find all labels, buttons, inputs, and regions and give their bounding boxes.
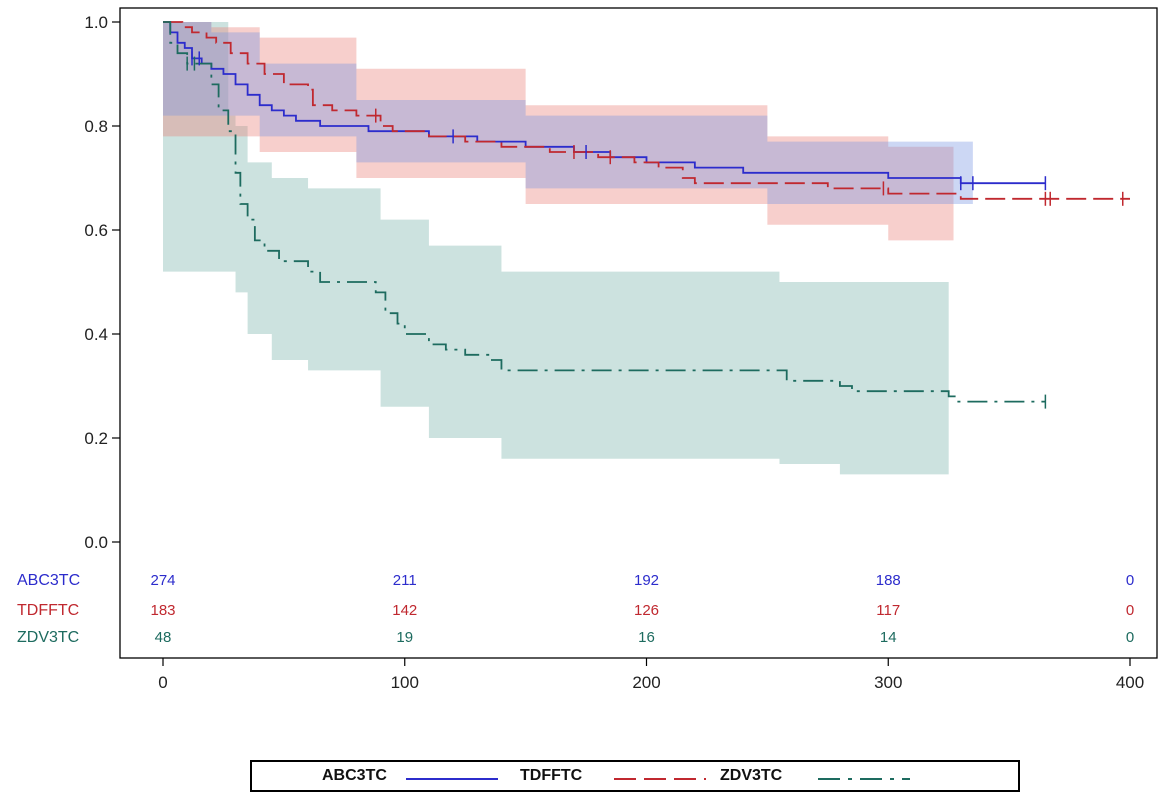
ci-band-tdfftc <box>163 22 954 246</box>
curve-zdv3tc <box>163 21 1046 403</box>
at-risk-value: 0 <box>1126 602 1134 619</box>
at-risk-value: 274 <box>150 572 175 589</box>
km-plot: 0.0 0.2 0.4 0.6 0.8 1.0 0 100 200 300 400 ABC3TC 2… <box>17 7 1158 692</box>
at-risk-label-zdv3tc: ZDV3TC <box>17 629 79 646</box>
x-tick-label: 300 <box>874 673 902 692</box>
at-risk-value: 183 <box>150 602 175 619</box>
at-risk-value: 142 <box>392 602 417 619</box>
x-tick-label: 400 <box>1116 673 1144 692</box>
at-risk-value: 211 <box>393 572 417 589</box>
y-tick-label: 1.0 <box>84 13 108 32</box>
ci-band-zdv3tc <box>163 22 949 475</box>
x-tick-label: 100 <box>391 673 419 692</box>
x-axis: 0 100 200 300 400 <box>158 658 1144 692</box>
at-risk-label-abc3tc: ABC3TC <box>17 572 80 589</box>
y-tick-label: 0.4 <box>84 325 108 344</box>
y-tick-label: 0.2 <box>84 429 108 448</box>
at-risk-value: 117 <box>876 602 900 619</box>
y-tick-label: 0.0 <box>84 533 108 552</box>
survival-curves <box>163 21 1130 403</box>
legend: ABC3TC TDFFTC ZDV3TC <box>250 760 1020 792</box>
at-risk-value: 126 <box>634 602 659 619</box>
curve-tdfftc <box>163 21 1130 200</box>
legend-swatch-dashed <box>614 778 706 780</box>
plot-frame <box>119 7 1158 659</box>
legend-label: ZDV3TC <box>720 767 783 784</box>
ci-band-abc3tc <box>163 22 973 215</box>
censor-marks <box>186 51 1124 409</box>
legend-swatch-dashdot <box>818 778 910 780</box>
at-risk-value: 14 <box>880 629 897 646</box>
at-risk-value: 16 <box>638 629 655 646</box>
at-risk-value: 0 <box>1126 629 1134 646</box>
at-risk-value: 19 <box>396 629 413 646</box>
at-risk-value: 0 <box>1126 572 1134 589</box>
at-risk-label-tdfftc: TDFFTC <box>17 602 79 619</box>
x-tick-label: 0 <box>158 673 167 692</box>
x-tick-label: 200 <box>632 673 660 692</box>
at-risk-value: 188 <box>876 572 901 589</box>
curve-abc3tc <box>163 21 1046 185</box>
legend-label: TDFFTC <box>520 767 583 784</box>
at-risk-value: 48 <box>155 629 172 646</box>
y-tick-label: 0.6 <box>84 221 108 240</box>
legend-swatch-solid <box>406 778 498 780</box>
at-risk-value: 192 <box>634 572 659 589</box>
legend-label: ABC3TC <box>322 767 387 784</box>
y-tick-label: 0.8 <box>84 117 108 136</box>
y-axis: 0.0 0.2 0.4 0.6 0.8 1.0 <box>84 13 120 552</box>
confidence-bands <box>163 22 973 475</box>
at-risk-table: ABC3TC 274 211 192 188 0 TDFFTC 183 142 126 117 0 ZD… <box>17 572 1134 646</box>
